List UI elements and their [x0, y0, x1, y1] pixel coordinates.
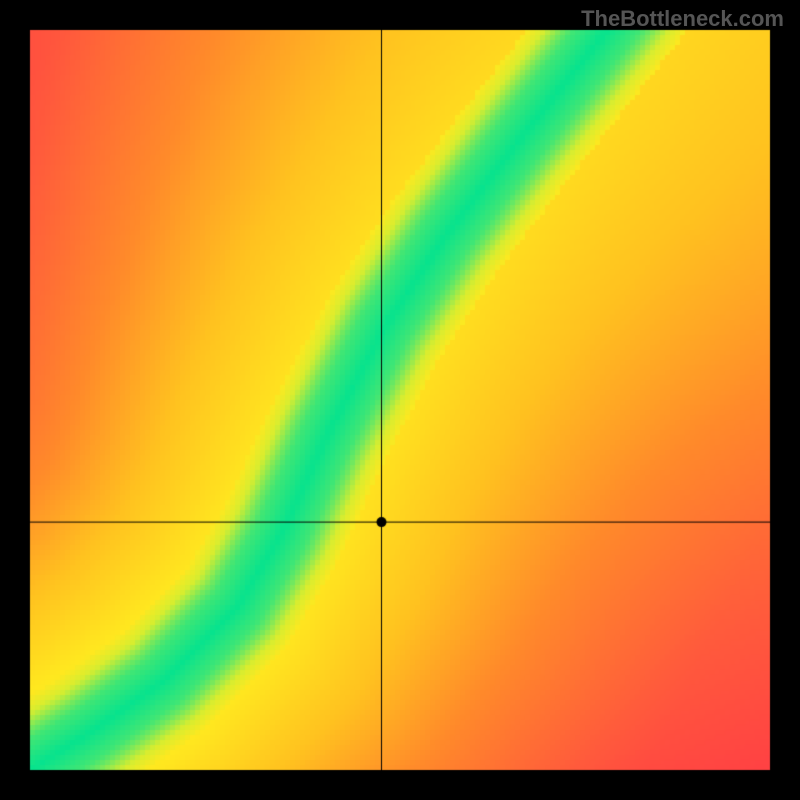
heatmap-canvas	[0, 0, 800, 800]
watermark-text: TheBottleneck.com	[581, 6, 784, 32]
chart-container: TheBottleneck.com	[0, 0, 800, 800]
